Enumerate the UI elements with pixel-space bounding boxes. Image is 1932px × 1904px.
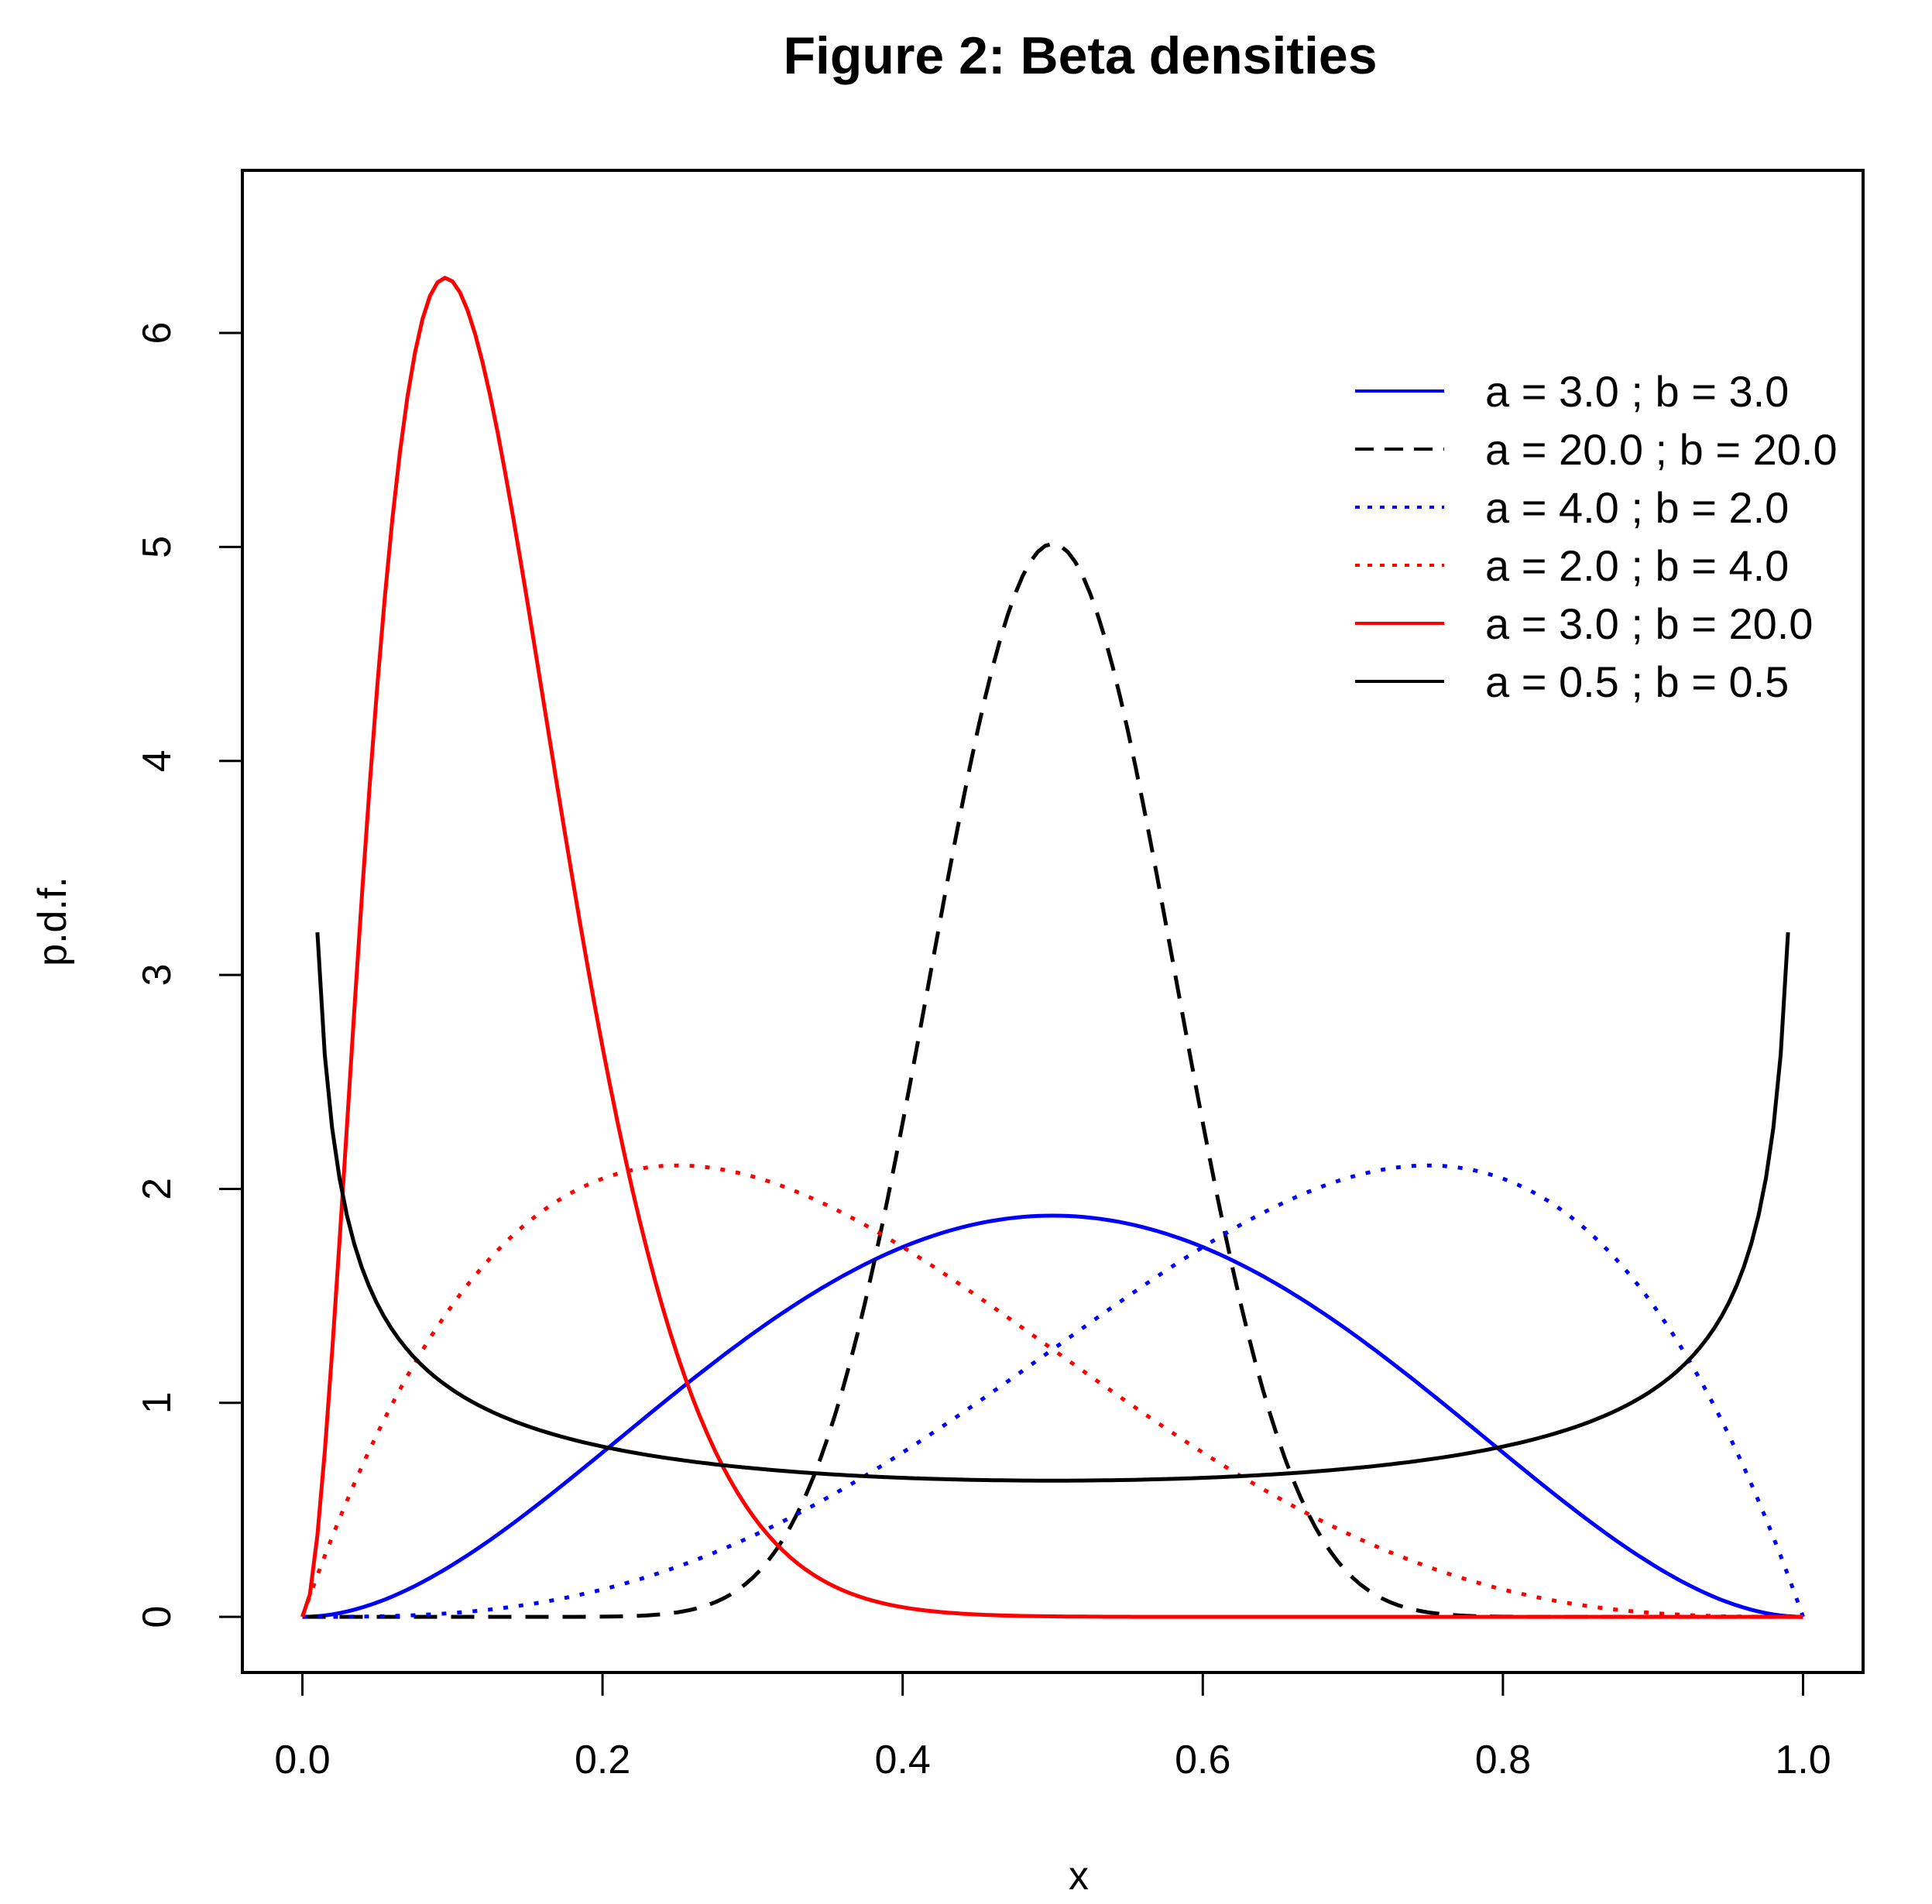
x-tick-label: 0.2: [575, 1738, 630, 1782]
legend: a = 3.0 ; b = 3.0 a = 20.0 ; b = 20.0 a = …: [1355, 367, 1838, 706]
series-line: [300, 276, 1803, 1619]
y-axis: 0 1 2 3 4 5 6: [135, 322, 242, 1628]
chart-title: Figure 2: Beta densities: [783, 26, 1377, 85]
series-line: [315, 931, 1790, 1483]
y-tick-label: 0: [135, 1606, 180, 1628]
legend-entry-label: a = 3.0 ; b = 20.0: [1485, 599, 1813, 648]
series-line: [302, 1213, 1803, 1619]
series-layer: [300, 276, 1805, 1619]
x-tick-label: 0.8: [1475, 1738, 1531, 1782]
y-tick-label: 5: [135, 536, 180, 558]
y-tick-label: 3: [135, 964, 180, 986]
x-tick-label: 0.0: [274, 1738, 330, 1782]
series-line: [302, 1163, 1805, 1619]
y-axis-label: p.d.f.: [30, 877, 75, 966]
x-tick-label: 0.4: [875, 1738, 931, 1782]
y-tick-label: 6: [135, 322, 180, 345]
series-line: [300, 1163, 1803, 1619]
legend-entry-label: a = 2.0 ; b = 4.0: [1485, 541, 1789, 590]
y-tick-label: 4: [135, 750, 180, 772]
legend-entry-label: a = 20.0 ; b = 20.0: [1485, 425, 1838, 474]
y-tick-label: 1: [135, 1391, 180, 1414]
legend-entry-label: a = 0.5 ; b = 0.5: [1485, 657, 1789, 706]
legend-entry-label: a = 3.0 ; b = 3.0: [1485, 367, 1789, 416]
y-tick-label: 2: [135, 1178, 180, 1200]
x-axis-label: x: [1069, 1854, 1089, 1899]
x-axis: 0.0 0.2 0.4 0.6 0.8 1.0: [274, 1672, 1831, 1782]
legend-entry-label: a = 4.0 ; b = 2.0: [1485, 483, 1789, 532]
plot-frame: [241, 169, 1865, 1674]
x-tick-label: 1.0: [1775, 1738, 1831, 1782]
x-tick-label: 0.6: [1175, 1738, 1230, 1782]
